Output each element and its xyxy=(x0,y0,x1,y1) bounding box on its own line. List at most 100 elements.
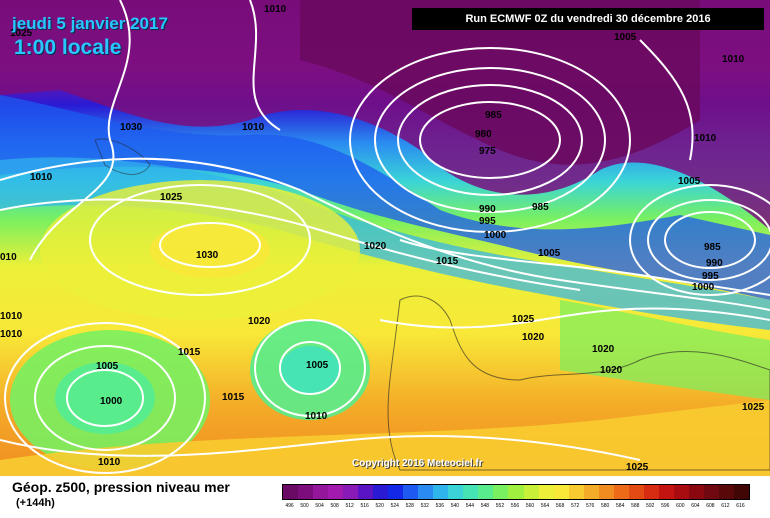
isobar-label: 1005 xyxy=(538,248,561,259)
scale-label: 548 xyxy=(480,503,490,509)
isobar-label: 1020 xyxy=(248,316,271,327)
scale-swatch xyxy=(298,485,314,499)
run-label: Run ECMWF 0Z du vendredi 30 décembre 201… xyxy=(465,13,711,25)
scale-swatch xyxy=(538,485,554,499)
scale-swatch xyxy=(718,485,734,499)
isobar-label: 995 xyxy=(479,216,496,227)
scale-swatch xyxy=(388,485,404,499)
scale-label: 536 xyxy=(435,503,444,509)
isobar-label: 1030 xyxy=(120,122,143,133)
isobar-label: 1010 xyxy=(305,411,328,422)
color-scale-labels: 496 500 504 508 512 516 520 524 528 532 536 540 544 5… xyxy=(282,503,748,513)
scale-label: 540 xyxy=(450,503,460,509)
isobar-label: 1015 xyxy=(178,347,201,358)
lead-time: (+144h) xyxy=(16,497,55,509)
isobar-label: 1025 xyxy=(160,192,183,203)
isobar-label: 985 xyxy=(532,202,549,213)
scale-label: 516 xyxy=(360,503,369,509)
scale-swatch xyxy=(418,485,434,499)
isobar-label: 1000 xyxy=(692,282,715,293)
scale-swatch xyxy=(493,485,509,499)
scale-swatch xyxy=(673,485,689,499)
isobar-label: 1000 xyxy=(484,230,507,241)
isobar-label: 1020 xyxy=(592,344,615,355)
scale-swatch xyxy=(688,485,704,499)
color-scale xyxy=(282,484,750,500)
forecast-time: 1:00 locale xyxy=(14,36,122,59)
scale-label: 612 xyxy=(721,503,730,509)
scale-label: 520 xyxy=(375,503,384,509)
isobar-label: 1010 xyxy=(0,311,23,322)
scale-swatch xyxy=(463,485,479,499)
scale-swatch xyxy=(343,485,359,499)
scale-swatch xyxy=(733,485,749,499)
isobar-label: 1030 xyxy=(196,250,219,261)
scale-swatch xyxy=(373,485,389,499)
scale-label: 500 xyxy=(300,503,309,509)
scale-label: 524 xyxy=(390,503,399,509)
scale-label: 532 xyxy=(420,503,429,509)
scale-label: 572 xyxy=(570,503,580,509)
scale-label: 504 xyxy=(315,503,324,509)
isobar-label: 1010 xyxy=(30,172,53,183)
isobar-label: 975 xyxy=(479,146,496,157)
isobar-label: 1010 xyxy=(98,457,121,468)
scale-swatch xyxy=(478,485,494,499)
scale-label: 556 xyxy=(510,503,520,509)
scale-swatch xyxy=(643,485,659,499)
isobar-label: 1005 xyxy=(614,32,637,43)
isobar-label: 1025 xyxy=(626,462,649,473)
weather-map: 1010 1025 1005 1010 1030 1010 985 980 97… xyxy=(0,0,770,476)
scale-label: 508 xyxy=(330,503,339,509)
scale-swatch xyxy=(358,485,374,499)
scale-label: 580 xyxy=(601,503,610,509)
scale-label: 560 xyxy=(525,503,535,509)
isobar-label: 1020 xyxy=(522,332,545,343)
scale-swatch xyxy=(568,485,584,499)
scale-swatch xyxy=(313,485,329,499)
scale-label: 608 xyxy=(706,503,715,509)
isobar-label: 1010 xyxy=(694,133,717,144)
isobar-label: 1020 xyxy=(600,365,623,376)
scale-label: 584 xyxy=(616,503,625,509)
isobar-label: 990 xyxy=(706,258,723,269)
isobar-label: 1000 xyxy=(100,396,123,407)
field-name: Géop. z500, pression niveau mer xyxy=(12,479,230,495)
isobar-label: 1010 xyxy=(264,4,287,15)
scale-label: 576 xyxy=(585,503,595,509)
scale-swatch xyxy=(403,485,419,499)
scale-label: 596 xyxy=(661,503,670,509)
scale-label: 552 xyxy=(495,503,505,509)
isobar-label: 1005 xyxy=(306,360,329,371)
isobar-label: 985 xyxy=(704,242,721,253)
scale-swatch xyxy=(433,485,449,499)
scale-label: 512 xyxy=(345,503,354,509)
scale-swatch xyxy=(508,485,524,499)
scale-swatch xyxy=(283,485,299,499)
isobar-label: 990 xyxy=(479,204,496,215)
forecast-date: jeudi 5 janvier 2017 xyxy=(12,14,168,33)
scale-label: 564 xyxy=(540,503,550,509)
scale-label: 496 xyxy=(285,503,294,509)
scale-swatch xyxy=(658,485,674,499)
scale-label: 568 xyxy=(555,503,565,509)
scale-swatch xyxy=(553,485,569,499)
isobar-label: 980 xyxy=(475,129,492,140)
isobar-label: 1010 xyxy=(722,54,745,65)
scale-swatch xyxy=(703,485,719,499)
scale-label: 592 xyxy=(646,503,655,509)
scale-swatch xyxy=(328,485,344,499)
scale-label: 600 xyxy=(676,503,685,509)
copyright: Copyright 2016 Meteociel.fr xyxy=(352,458,483,469)
isobar-label: 985 xyxy=(485,110,502,121)
scale-label: 544 xyxy=(465,503,475,509)
isobar-label: 1010 xyxy=(242,122,265,133)
isobar-label: 1015 xyxy=(222,392,245,403)
scale-swatch xyxy=(583,485,599,499)
isobar-label: 995 xyxy=(702,271,719,282)
isobar-label: 1010 xyxy=(0,329,23,340)
isobar-label: 1020 xyxy=(364,241,387,252)
scale-swatch xyxy=(628,485,644,499)
isobar-label: 1025 xyxy=(742,402,765,413)
scale-label: 604 xyxy=(691,503,700,509)
